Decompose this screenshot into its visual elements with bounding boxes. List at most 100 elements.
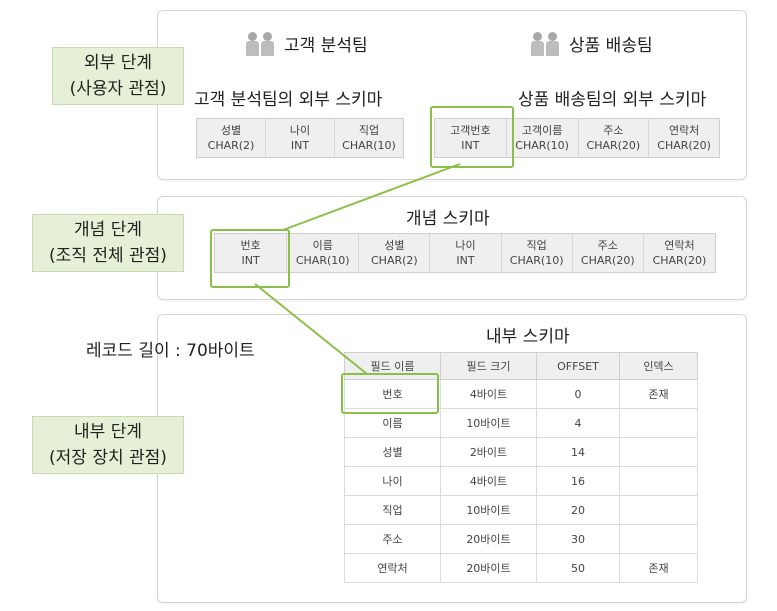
external-schema-title-left: 고객 분석팀의 외부 스키마: [194, 90, 383, 110]
conceptual-level-subtitle: (조직 전체 관점): [49, 246, 167, 266]
connector-line: [282, 163, 461, 231]
table-cell: [619, 524, 698, 554]
highlight-conceptual-id: [210, 229, 290, 288]
external-level-label: 외부 단계 (사용자 관점): [52, 47, 184, 105]
table-cell: 성별: [344, 437, 441, 467]
field-text: 직업: [526, 239, 547, 252]
table-row: 성별 2바이트 14: [344, 437, 698, 467]
table-cell: 50: [536, 553, 620, 583]
team-customer-analysis: 고객 분석팀: [246, 31, 368, 56]
field-text: CHAR(20): [580, 254, 635, 267]
person-icon: [531, 31, 544, 56]
table-header: 인덱스: [619, 352, 698, 380]
team-product-delivery: 상품 배송팀: [531, 31, 653, 56]
table-cell: 16: [536, 466, 620, 496]
schema-field: 주소 CHAR(20): [579, 119, 650, 157]
field-text: CHAR(10): [342, 139, 396, 152]
external-right-fields: 고객번호 INT 고객이름 CHAR(10) 주소 CHAR(20) 연락처 CHAR(…: [434, 118, 720, 158]
schema-field: 주소 CHAR(20): [573, 234, 644, 272]
schema-field: 성별 CHAR(2): [197, 119, 266, 157]
field-text: INT: [461, 139, 480, 152]
internal-schema-table: 필드 이름 필드 크기 OFFSET 인덱스 번호 4바이트 0 존재 이름 10바이트…: [344, 352, 698, 583]
table-cell: 2바이트: [440, 437, 537, 467]
people-icon: [531, 31, 559, 56]
table-row: 번호 4바이트 0 존재: [344, 379, 698, 409]
field-text: 번호: [240, 239, 261, 252]
table-cell: [619, 437, 698, 467]
team-left-label: 고객 분석팀: [284, 36, 368, 56]
field-text: INT: [241, 254, 260, 267]
field-text: 성별: [384, 239, 405, 252]
table-cell: 직업: [344, 495, 441, 525]
field-text: CHAR(10): [515, 139, 569, 152]
field-text: 나이: [455, 239, 476, 252]
conceptual-fields: 번호 INT 이름 CHAR(10) 성별 CHAR(2) 나이 INT 직업 CHAR(…: [214, 233, 716, 273]
table-row: 나이 4바이트 16: [344, 466, 698, 496]
field-text: CHAR(20): [652, 254, 707, 267]
schema-field: 고객번호 INT: [435, 119, 507, 157]
conceptual-schema-title: 개념 스키마: [406, 209, 490, 229]
field-text: 주소: [603, 124, 624, 137]
table-cell: 0: [536, 379, 620, 409]
field-text: INT: [456, 254, 475, 267]
table-cell: [619, 408, 698, 438]
schema-field: 고객이름 CHAR(10): [507, 119, 579, 157]
table-row: 연락처 20바이트 50 존재: [344, 553, 698, 583]
external-schema-title-right: 상품 배송팀의 외부 스키마: [518, 90, 707, 110]
schema-field: 직업 CHAR(10): [502, 234, 573, 272]
connector-line: [254, 283, 368, 375]
field-text: CHAR(10): [295, 254, 350, 267]
field-text: 연락처: [668, 124, 700, 137]
table-row: 주소 20바이트 30: [344, 524, 698, 554]
field-text: INT: [290, 139, 310, 152]
schema-field: 연락처 CHAR(20): [649, 119, 719, 157]
table-header: 필드 크기: [440, 352, 537, 380]
internal-level-title: 내부 단계: [74, 422, 142, 442]
schema-field: 연락처 CHAR(20): [644, 234, 715, 272]
field-text: 직업: [358, 124, 380, 137]
highlight-external-customer-id: [430, 106, 514, 168]
schema-field: 이름 CHAR(10): [287, 234, 360, 272]
table-cell: 14: [536, 437, 620, 467]
field-text: 나이: [289, 124, 311, 137]
record-length-label: 레코드 길이 : 70바이트: [86, 341, 255, 361]
table-cell: 4: [536, 408, 620, 438]
field-text: 성별: [220, 124, 242, 137]
people-icon: [246, 31, 274, 56]
schema-field: 나이 INT: [430, 234, 502, 272]
external-level-title: 외부 단계: [84, 53, 152, 73]
table-cell: 연락처: [344, 553, 441, 583]
table-header: 필드 이름: [344, 352, 441, 380]
table-cell: 4바이트: [440, 379, 537, 409]
person-icon: [261, 31, 274, 56]
field-text: CHAR(20): [657, 139, 711, 152]
field-text: CHAR(2): [207, 139, 255, 152]
table-cell: 존재: [619, 553, 698, 583]
field-text: 이름: [312, 239, 333, 252]
table-cell: 30: [536, 524, 620, 554]
internal-level-subtitle: (저장 장치 관점): [49, 448, 167, 468]
schema-field: 직업 CHAR(10): [335, 119, 403, 157]
table-cell: 주소: [344, 524, 441, 554]
internal-level-label: 내부 단계 (저장 장치 관점): [32, 416, 184, 474]
field-text: CHAR(2): [371, 254, 418, 267]
conceptual-level-label: 개념 단계 (조직 전체 관점): [32, 214, 184, 272]
team-right-label: 상품 배송팀: [569, 36, 653, 56]
schema-field: 성별 CHAR(2): [359, 234, 431, 272]
person-icon: [546, 31, 559, 56]
external-level-subtitle: (사용자 관점): [69, 79, 167, 99]
internal-schema-title: 내부 스키마: [486, 327, 570, 347]
table-cell: 번호: [344, 379, 441, 409]
field-text: CHAR(10): [509, 254, 564, 267]
field-text: 고객번호: [450, 124, 491, 137]
field-text: 주소: [597, 239, 618, 252]
highlight-internal-id: [341, 373, 439, 414]
table-cell: 20바이트: [440, 524, 537, 554]
table-header-row: 필드 이름 필드 크기 OFFSET 인덱스: [344, 352, 698, 380]
field-text: 고객이름: [521, 124, 563, 137]
field-text: 연락처: [664, 239, 695, 252]
table-cell: 존재: [619, 379, 698, 409]
schema-field: 번호 INT: [215, 234, 288, 272]
table-cell: 10바이트: [440, 495, 537, 525]
